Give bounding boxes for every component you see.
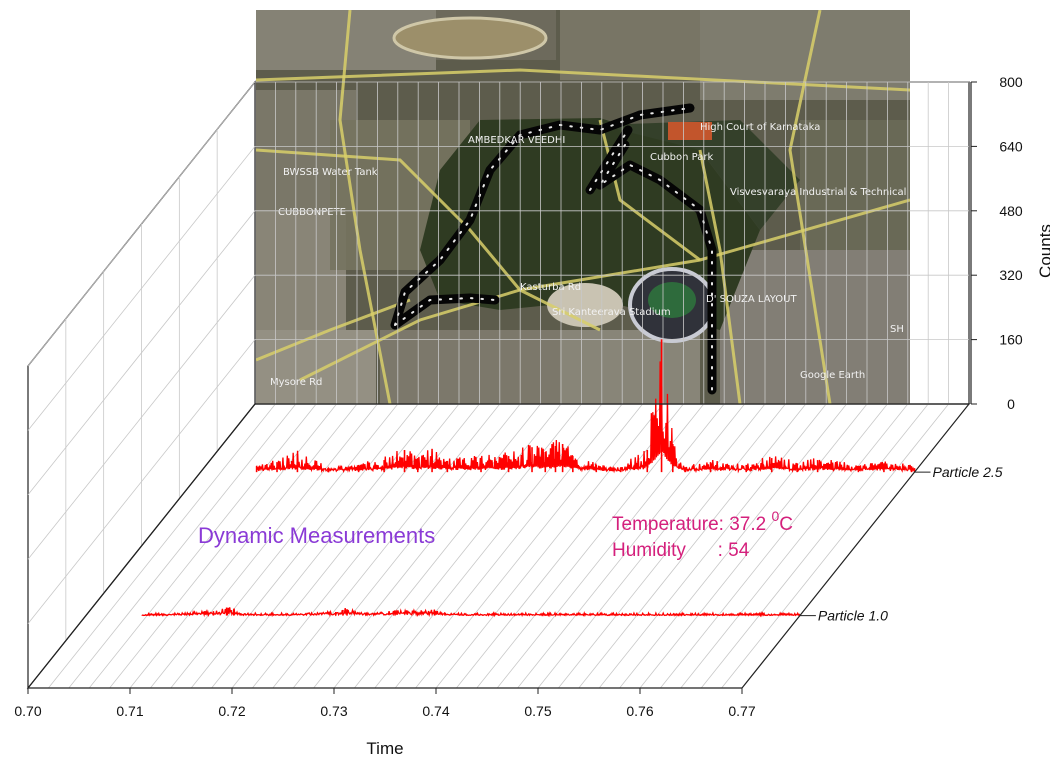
z-tick-label: 800 [999, 74, 1023, 90]
x-tick-label: 0.74 [422, 703, 449, 719]
temperature-unit: C [779, 514, 793, 535]
map-label: Kasturba Rd [520, 282, 581, 293]
x-tick-label: 0.71 [116, 703, 143, 719]
map-block [380, 330, 560, 404]
map-road [256, 148, 601, 332]
z-tick-label: 640 [999, 138, 1023, 154]
map-label: SH [890, 324, 904, 335]
route-path [390, 103, 717, 395]
map-road [256, 298, 411, 362]
kanteerava-stadium [547, 283, 623, 327]
temperature-text: Temperature: 37.2 [612, 514, 771, 535]
series-label: Particle 1.0 [818, 608, 888, 624]
series-lines [141, 339, 916, 618]
x-tick-label: 0.73 [320, 703, 347, 719]
map-label: Mysore Rd [270, 377, 322, 388]
race-course [392, 16, 548, 60]
map-road [788, 10, 832, 404]
series-line [255, 361, 915, 474]
x-tick-label: 0.75 [524, 703, 551, 719]
x-tick-label: 0.72 [218, 703, 245, 719]
park-north [600, 120, 800, 230]
annotation-humidity: Humidity : 54 [612, 540, 750, 561]
x-tick-label: 0.70 [14, 703, 41, 719]
axes: 0.70 0.71 0.72 0.73 0.74 0.75 0.76 0.77 Time 0 160… [14, 74, 1050, 758]
satellite-map: AMBEDKAR VEEDHI Cubbon Park Visvesvaraya I… [256, 10, 952, 404]
stadium-field [648, 282, 696, 318]
z-tick-label: 480 [999, 203, 1023, 219]
chart-labels: Particle 1.0 Particle 2.5 Dynamic Measurem… [198, 464, 1003, 623]
map-label: Google Earth [800, 370, 865, 381]
series-label: Particle 2.5 [933, 464, 1003, 480]
annotation-title: Dynamic Measurements [198, 523, 435, 548]
map-image: AMBEDKAR VEEDHI Cubbon Park Visvesvaraya I… [256, 10, 952, 404]
z-tick-label: 0 [1007, 396, 1015, 412]
map-label: High Court of Karnataka [700, 122, 820, 133]
series-line [141, 607, 801, 618]
x-tick-label: 0.77 [728, 703, 755, 719]
map-block [560, 10, 700, 80]
map-block [800, 120, 910, 250]
annotation-temperature: Temperature: 37.2 0C [612, 508, 793, 535]
floor-outline [26, 403, 971, 689]
z-tick-label: 320 [999, 267, 1023, 283]
map-label: CUBBONPETE [278, 207, 346, 218]
map-road [338, 10, 392, 404]
map-label: D' SOUZA LAYOUT [706, 294, 797, 305]
map-block [720, 250, 910, 404]
temperature-superscript: 0 [771, 508, 779, 524]
z-axis-title: Counts [1036, 224, 1050, 278]
map-label: Cubbon Park [650, 152, 713, 163]
map-label: Visvesvaraya Industrial & Technical Muse… [730, 187, 952, 198]
x-axis-title: Time [366, 739, 403, 758]
map-label: AMBEDKAR VEEDHI [468, 135, 565, 146]
map-label: BWSSB Water Tank [283, 167, 378, 178]
high-court [668, 122, 712, 140]
map-road [698, 149, 742, 404]
map-label: Sri Kanteerava Stadium [552, 307, 671, 318]
z-tick-label: 160 [999, 332, 1023, 348]
x-tick-label: 0.76 [626, 703, 653, 719]
